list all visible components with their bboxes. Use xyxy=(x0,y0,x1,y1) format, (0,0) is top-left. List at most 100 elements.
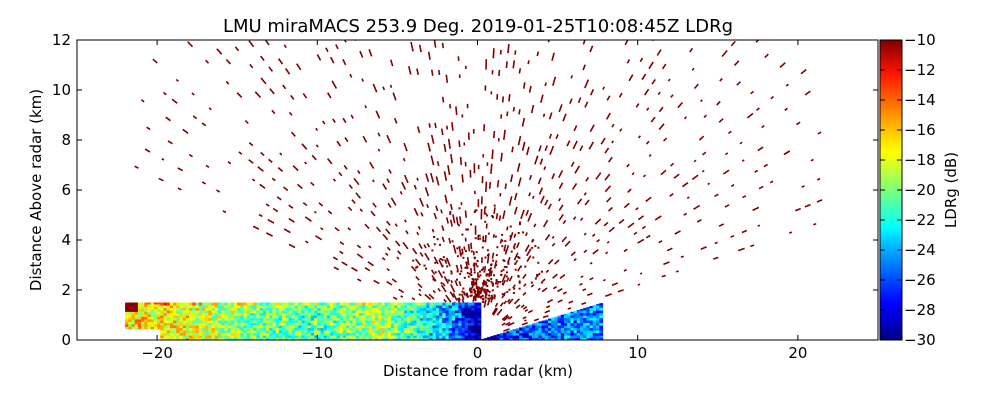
noise-speck xyxy=(434,122,437,129)
layer-cell xyxy=(407,307,411,311)
layer-cell xyxy=(205,310,209,314)
noise-speck xyxy=(501,322,506,326)
layer-cell xyxy=(407,302,411,306)
layer-cell xyxy=(461,327,466,331)
layer-cell xyxy=(173,325,177,329)
layer-cell xyxy=(519,327,523,331)
layer-cell xyxy=(477,305,482,309)
noise-speck xyxy=(558,104,563,113)
noise-speck xyxy=(740,31,744,36)
layer-cell xyxy=(596,330,600,334)
layer-cell xyxy=(224,325,229,329)
noise-speck xyxy=(641,73,647,81)
layer-cell xyxy=(147,308,152,312)
noise-speck xyxy=(426,204,429,209)
layer-cell xyxy=(554,317,559,321)
layer-cell xyxy=(189,305,193,309)
layer-cell xyxy=(294,332,299,336)
noise-speck xyxy=(334,226,340,232)
layer-cell xyxy=(467,320,472,324)
layer-cell xyxy=(211,312,216,316)
layer-cell xyxy=(304,332,309,336)
layer-cell xyxy=(339,332,344,336)
layer-cell xyxy=(522,326,527,329)
layer-cell xyxy=(128,308,133,312)
noise-speck xyxy=(562,291,567,295)
layer-cell xyxy=(310,317,315,321)
layer-cell xyxy=(410,330,414,334)
noise-speck xyxy=(492,216,494,219)
noise-speck xyxy=(310,181,315,187)
layer-cell xyxy=(387,320,392,324)
layer-cell xyxy=(455,310,459,314)
layer-cell xyxy=(432,337,437,340)
layer-cell xyxy=(208,327,213,331)
noise-speck xyxy=(479,237,482,240)
noise-speck xyxy=(518,223,521,226)
layer-cell xyxy=(548,330,552,334)
layer-cell xyxy=(185,327,190,331)
layer-cell xyxy=(592,330,597,334)
layer-cell xyxy=(189,327,193,331)
layer-cell xyxy=(269,315,273,319)
x-tick-label: 10 xyxy=(628,344,647,362)
noise-speck xyxy=(558,197,562,202)
layer-cell xyxy=(150,303,155,307)
layer-cell xyxy=(548,322,552,326)
layer-cell xyxy=(218,335,222,339)
layer-cell xyxy=(564,320,568,324)
layer-cell xyxy=(198,302,203,306)
layer-cell xyxy=(394,315,398,319)
noise-speck xyxy=(470,268,473,274)
layer-cell xyxy=(320,327,325,331)
layer-cell xyxy=(285,335,290,339)
layer-cell xyxy=(326,325,331,329)
layer-cell xyxy=(128,313,133,317)
layer-cell xyxy=(246,335,251,339)
layer-cell xyxy=(250,337,254,340)
layer-cell xyxy=(310,330,315,334)
layer-cell xyxy=(237,325,241,329)
noise-speck xyxy=(521,322,528,326)
layer-cell xyxy=(455,307,459,311)
layer-cell xyxy=(403,302,408,306)
layer-cell xyxy=(307,332,312,336)
noise-speck xyxy=(483,280,487,286)
layer-cell xyxy=(381,317,386,321)
noise-speck xyxy=(544,234,551,241)
noise-speck xyxy=(764,53,769,59)
layer-cell xyxy=(589,327,594,331)
layer-cell xyxy=(359,315,363,319)
noise-speck xyxy=(663,261,670,266)
noise-speck xyxy=(548,112,553,120)
noise-speck xyxy=(437,270,444,279)
layer-cell xyxy=(538,325,543,329)
layer-cell xyxy=(397,320,402,324)
colorbar-tick-label: −24 xyxy=(904,241,936,259)
layer-cell xyxy=(288,305,293,309)
layer-cell xyxy=(400,327,405,331)
layer-cell xyxy=(564,335,568,339)
layer-cell xyxy=(246,325,251,329)
layer-cell xyxy=(160,332,165,336)
layer-cell xyxy=(471,317,475,321)
layer-cell xyxy=(205,312,209,316)
noise-speck xyxy=(591,233,596,237)
layer-cell xyxy=(310,332,315,336)
layer-cell xyxy=(580,330,584,334)
layer-cell xyxy=(339,317,344,321)
noise-speck xyxy=(418,242,423,250)
layer-cell xyxy=(330,305,334,309)
noise-speck xyxy=(410,265,417,272)
layer-cell xyxy=(458,337,463,340)
layer-cell xyxy=(192,325,197,329)
noise-speck xyxy=(448,237,452,244)
layer-cell xyxy=(355,325,360,329)
layer-cell xyxy=(227,337,232,340)
noise-speck xyxy=(518,281,521,284)
layer-cell xyxy=(314,310,318,314)
layer-cell xyxy=(455,315,459,319)
layer-cell xyxy=(294,335,299,339)
layer-cell xyxy=(583,310,587,314)
layer-cell xyxy=(391,315,395,319)
